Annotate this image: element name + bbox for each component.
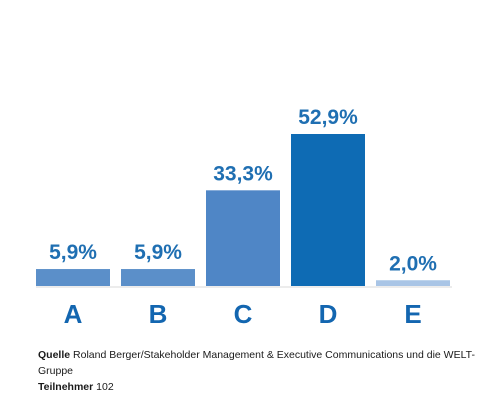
bar-a bbox=[36, 269, 110, 286]
category-label-d: D bbox=[319, 299, 338, 329]
value-label-b: 5,9% bbox=[134, 241, 182, 264]
bar-e bbox=[376, 280, 450, 286]
bar-c bbox=[206, 190, 280, 286]
category-label-e: E bbox=[404, 299, 421, 329]
category-label-c: C bbox=[234, 299, 253, 329]
category-label-b: B bbox=[149, 299, 168, 329]
value-label-e: 2,0% bbox=[389, 252, 437, 275]
source-label: Quelle bbox=[38, 349, 71, 361]
bar-d bbox=[291, 134, 365, 286]
bar-chart: 5,9% A 5,9% B 33,3% C 52,9% D 2,0% E bbox=[36, 106, 452, 329]
value-label-d: 52,9% bbox=[298, 106, 358, 129]
category-label-a: A bbox=[64, 299, 83, 329]
bar-b bbox=[121, 269, 195, 286]
value-label-c: 33,3% bbox=[213, 162, 273, 185]
source-text: Roland Berger/Stakeholder Management & E… bbox=[38, 349, 475, 377]
value-label-a: 5,9% bbox=[49, 241, 97, 264]
source-line: Quelle Roland Berger/Stakeholder Managem… bbox=[38, 347, 489, 379]
participants-value: 102 bbox=[96, 381, 114, 393]
participants-line: Teilnehmer 102 bbox=[38, 379, 489, 395]
participants-label: Teilnehmer bbox=[38, 381, 94, 393]
chart-footer: Quelle Roland Berger/Stakeholder Managem… bbox=[38, 347, 489, 395]
